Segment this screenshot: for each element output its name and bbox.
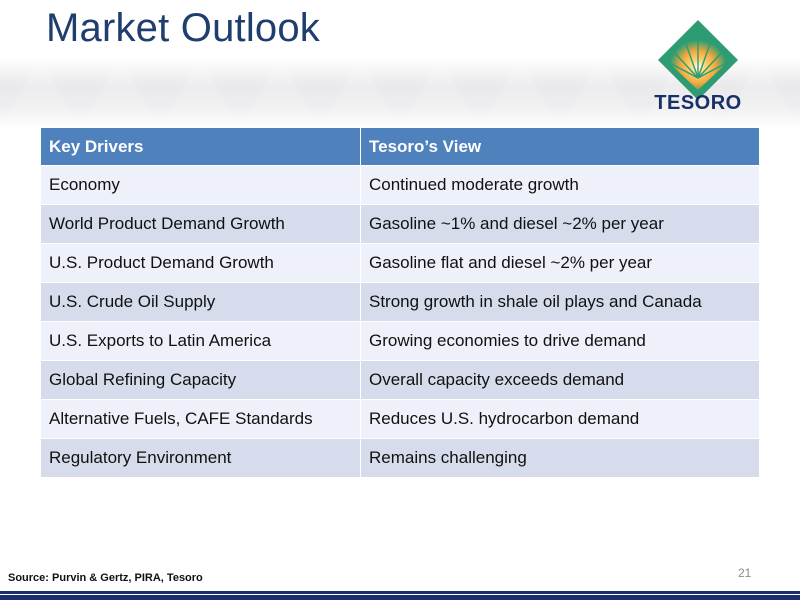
driver-cell: U.S. Exports to Latin America	[40, 321, 361, 361]
view-cell: Overall capacity exceeds demand	[360, 360, 760, 400]
table-header-row: Key Drivers Tesoro’s View	[40, 127, 760, 166]
view-cell: Growing economies to drive demand	[360, 321, 760, 361]
driver-cell: Global Refining Capacity	[40, 360, 361, 400]
view-cell: Reduces U.S. hydrocarbon demand	[360, 399, 760, 439]
driver-cell: U.S. Product Demand Growth	[40, 243, 361, 283]
source-note: Source: Purvin & Gertz, PIRA, Tesoro	[8, 572, 203, 584]
driver-cell: Alternative Fuels, CAFE Standards	[40, 399, 361, 439]
driver-cell: Economy	[40, 165, 361, 205]
slide-title: Market Outlook	[46, 6, 321, 50]
key-drivers-table: Key Drivers Tesoro’s View Economy Contin…	[40, 127, 760, 478]
table-row: World Product Demand Growth Gasoline ~1%…	[40, 204, 760, 244]
column-header-key-drivers: Key Drivers	[40, 127, 361, 166]
table-row: U.S. Exports to Latin America Growing ec…	[40, 321, 760, 361]
driver-cell: Regulatory Environment	[40, 438, 361, 478]
table-row: Regulatory Environment Remains challengi…	[40, 438, 760, 478]
view-cell: Continued moderate growth	[360, 165, 760, 205]
view-cell: Gasoline flat and diesel ~2% per year	[360, 243, 760, 283]
table-row: Global Refining Capacity Overall capacit…	[40, 360, 760, 400]
footer-bar	[0, 588, 800, 600]
table-row: U.S. Crude Oil Supply Strong growth in s…	[40, 282, 760, 322]
tesoro-logo-text: TESORO	[654, 92, 742, 114]
page-number: 21	[738, 566, 752, 580]
view-cell: Remains challenging	[360, 438, 760, 478]
driver-cell: World Product Demand Growth	[40, 204, 361, 244]
driver-cell: U.S. Crude Oil Supply	[40, 282, 361, 322]
header-band-pattern	[0, 58, 800, 128]
table-row: U.S. Product Demand Growth Gasoline flat…	[40, 243, 760, 283]
tesoro-logo-icon	[658, 20, 738, 100]
view-cell: Gasoline ~1% and diesel ~2% per year	[360, 204, 760, 244]
table-row: Economy Continued moderate growth	[40, 165, 760, 205]
view-cell: Strong growth in shale oil plays and Can…	[360, 282, 760, 322]
column-header-tesoro-view: Tesoro’s View	[360, 127, 760, 166]
table-row: Alternative Fuels, CAFE Standards Reduce…	[40, 399, 760, 439]
